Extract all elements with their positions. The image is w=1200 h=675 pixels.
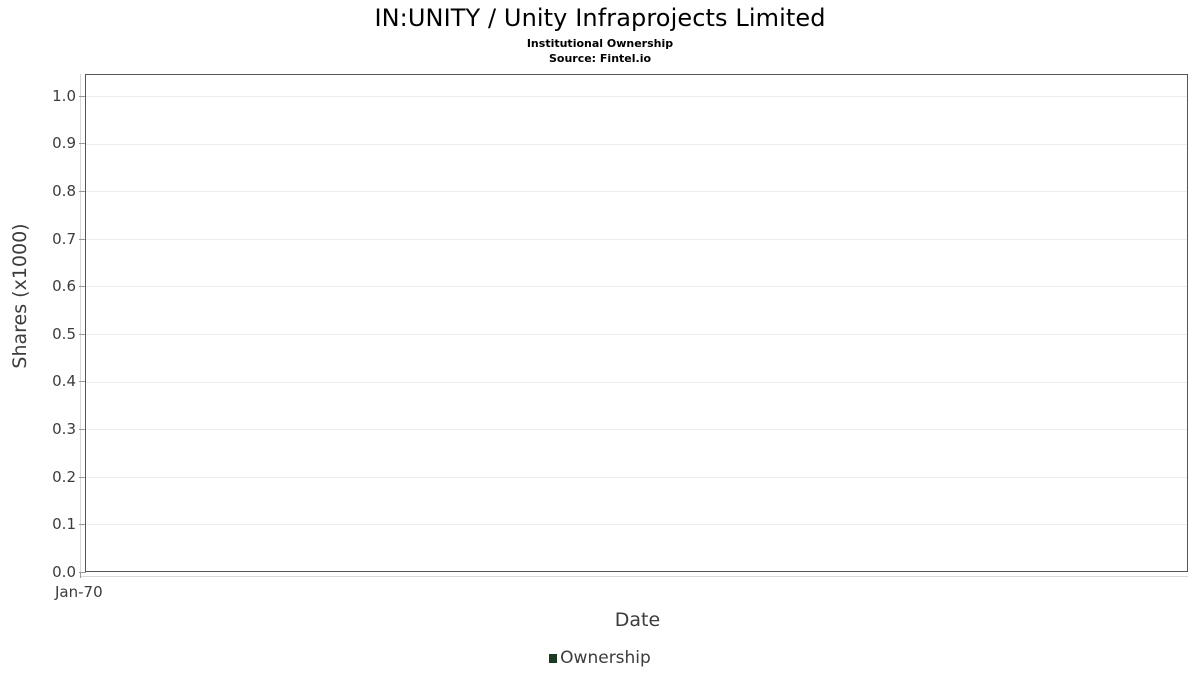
y-axis-line xyxy=(80,74,81,573)
plot-area xyxy=(85,74,1188,572)
x-axis-title: Date xyxy=(614,609,661,631)
gridline-0.2 xyxy=(86,477,1187,478)
legend-swatch-icon xyxy=(549,653,558,663)
y-tick-label-6: 0.6 xyxy=(52,277,76,295)
legend-item-ownership[interactable]: Ownership xyxy=(549,648,651,668)
y-tick-mark-5 xyxy=(79,334,86,335)
gridline-0.8 xyxy=(86,191,1187,192)
y-tick-label-4: 0.4 xyxy=(52,372,76,390)
gridline-0.6 xyxy=(86,286,1187,287)
gridline-0.9 xyxy=(86,144,1187,145)
y-tick-label-5: 0.5 xyxy=(52,325,76,343)
gridline-0.7 xyxy=(86,239,1187,240)
y-tick-mark-0 xyxy=(79,572,86,573)
y-tick-mark-7 xyxy=(79,239,86,240)
y-tick-mark-2 xyxy=(79,477,86,478)
y-tick-mark-6 xyxy=(79,286,86,287)
legend-item-label: Ownership xyxy=(560,648,651,668)
gridline-0.4 xyxy=(86,382,1187,383)
gridline-0.3 xyxy=(86,429,1187,430)
chart-subtitle: Institutional Ownership xyxy=(526,37,674,50)
gridline-1.0 xyxy=(86,96,1187,97)
chart-title: IN:UNITY / Unity Infraprojects Limited xyxy=(374,4,826,32)
y-tick-label-8: 0.8 xyxy=(52,182,76,200)
x-axis-underline xyxy=(80,576,1188,577)
y-tick-mark-8 xyxy=(79,191,86,192)
y-tick-label-group: 0.0 0.1 0.2 0.3 0.4 0.5 0.6 0.7 0.8 0.9 … xyxy=(16,0,76,675)
y-tick-mark-9 xyxy=(79,143,86,144)
chart-source-caption: Source: Fintel.io xyxy=(548,52,652,65)
y-tick-mark-10 xyxy=(79,96,86,97)
series-layer xyxy=(86,75,1187,571)
x-tick-mark-0 xyxy=(80,572,81,578)
y-tick-label-7: 0.7 xyxy=(52,230,76,248)
chart-legend: Ownership xyxy=(0,648,1200,668)
y-tick-mark-1 xyxy=(79,524,86,525)
y-tick-label-2: 0.2 xyxy=(52,468,76,486)
gridline-0.5 xyxy=(86,334,1187,335)
y-tick-mark-4 xyxy=(79,381,86,382)
y-tick-label-9: 0.9 xyxy=(52,134,76,152)
y-tick-mark-3 xyxy=(79,429,86,430)
gridline-0.1 xyxy=(86,524,1187,525)
x-tick-label-0: Jan-70 xyxy=(55,583,103,601)
y-tick-label-10: 1.0 xyxy=(52,87,76,105)
y-tick-label-3: 0.3 xyxy=(52,420,76,438)
y-tick-label-1: 0.1 xyxy=(52,515,76,533)
y-tick-label-0: 0.0 xyxy=(52,563,76,581)
